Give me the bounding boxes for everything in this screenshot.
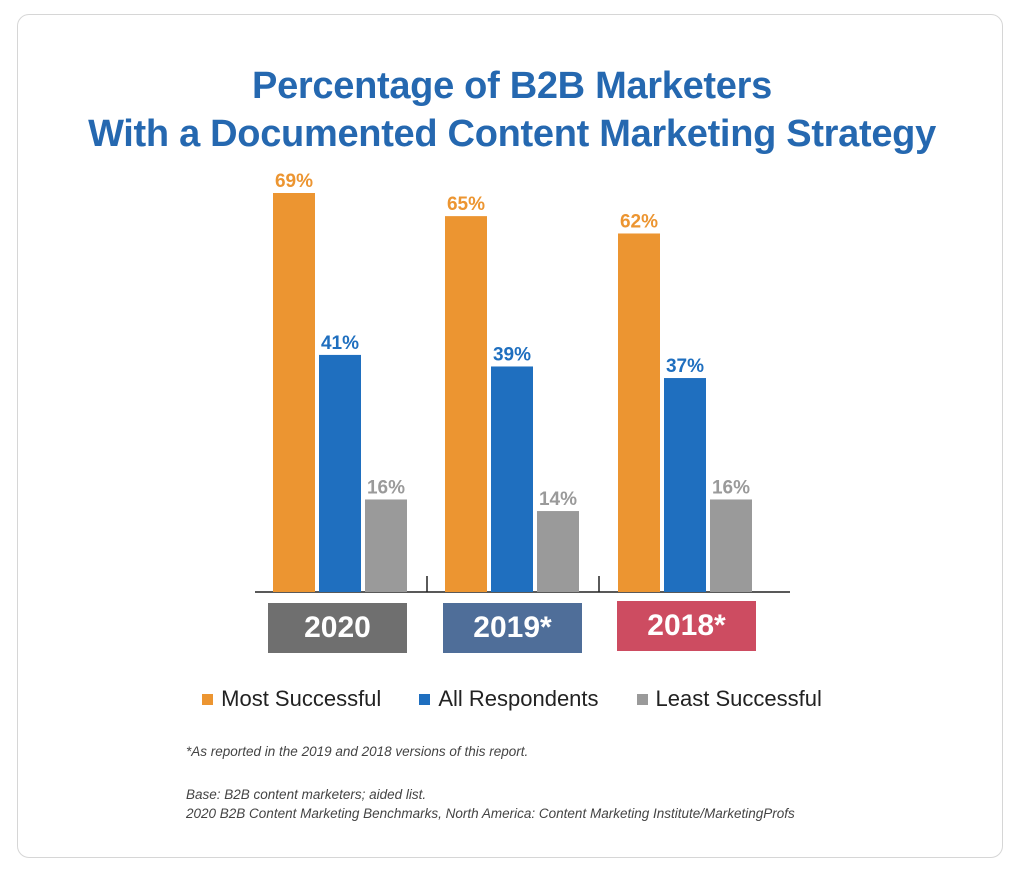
bar-all-respondents-2018 — [664, 378, 706, 592]
data-label-all-respondents-2020: 41% — [321, 333, 359, 354]
data-label-most-successful-2019: 65% — [447, 194, 485, 215]
legend-item-most-successful: Most Successful — [202, 686, 381, 712]
legend-swatch-all-respondents — [419, 693, 431, 705]
data-label-least-successful-2020: 16% — [367, 477, 405, 498]
category-label-2020: 2020 — [268, 603, 407, 653]
legend-item-all-respondents: All Respondents — [419, 686, 599, 712]
data-label-all-respondents-2018: 37% — [666, 356, 704, 377]
legend: Most Successful All Respondents Least Su… — [0, 686, 1024, 712]
data-label-all-respondents-2019: 39% — [493, 344, 531, 365]
bar-least-successful-2019 — [537, 511, 579, 592]
bar-all-respondents-2019 — [491, 366, 533, 592]
base-note: Base: B2B content marketers; aided list. — [186, 787, 427, 802]
legend-item-least-successful: Least Successful — [636, 686, 822, 712]
bar-least-successful-2018 — [710, 499, 752, 592]
bar-all-respondents-2020 — [319, 354, 361, 592]
bar-least-successful-2020 — [365, 499, 407, 592]
data-label-most-successful-2018: 62% — [620, 211, 658, 232]
chart-subtitle: With a Documented Content Marketing Stra… — [88, 113, 936, 155]
legend-label-least-successful: Least Successful — [655, 686, 822, 711]
data-label-least-successful-2018: 16% — [712, 477, 750, 498]
source-note: 2020 B2B Content Marketing Benchmarks, N… — [186, 806, 795, 821]
legend-swatch-least-successful — [636, 693, 648, 705]
legend-label-all-respondents: All Respondents — [438, 686, 599, 711]
footnote: *As reported in the 2019 and 2018 versio… — [186, 744, 529, 759]
legend-swatch-most-successful — [202, 693, 214, 705]
category-label-2019: 2019* — [443, 603, 582, 653]
bar-most-successful-2019 — [445, 216, 487, 592]
bar-most-successful-2020 — [273, 193, 315, 592]
legend-label-most-successful: Most Successful — [221, 686, 382, 711]
bar-most-successful-2018 — [618, 233, 660, 592]
chart-title: Percentage of B2B Marketers — [252, 65, 772, 107]
data-label-least-successful-2019: 14% — [539, 489, 577, 510]
category-label-2018: 2018* — [617, 601, 756, 651]
data-label-most-successful-2020: 69% — [275, 171, 313, 192]
